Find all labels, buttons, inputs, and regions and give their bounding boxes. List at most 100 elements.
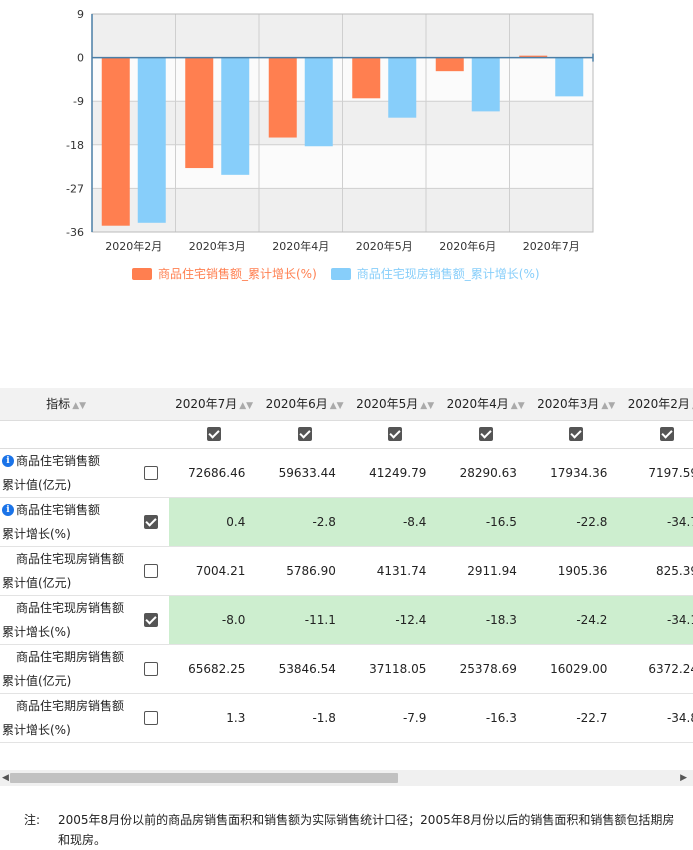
column-header-date[interactable]: 2020年5月 ▲▼ <box>349 388 441 421</box>
table-cell: -18.3 <box>440 595 531 644</box>
table-cell: -22.8 <box>530 497 622 546</box>
row-checkbox[interactable] <box>143 612 158 627</box>
bar-chart: 9 0 -9 -18 -27 -36 2020年2月 2020年3月 2020年4月 2020年5… <box>66 8 594 253</box>
table-cell: -8.4 <box>349 497 441 546</box>
table-cell: -24.2 <box>530 595 622 644</box>
column-select-cell <box>259 420 350 448</box>
column-header-date[interactable]: 2020年4月 ▲▼ <box>440 388 531 421</box>
column-select-cell <box>440 420 531 448</box>
sort-icon[interactable]: ▲▼ <box>510 401 525 412</box>
x-tick-label: 2020年6月 <box>439 239 496 253</box>
sort-icon[interactable]: ▲▼ <box>329 401 344 412</box>
row-label: 商品住宅销售额 <box>16 502 101 517</box>
y-tick-label: -36 <box>66 226 84 239</box>
table-cell: -34.7 <box>621 497 693 546</box>
column-header-label: 2020年6月 <box>265 397 328 412</box>
table-cell: 7004.21 <box>195 563 246 578</box>
column-header-date[interactable]: 2020年6月 ▲▼ <box>259 388 350 421</box>
column-header-label: 2020年2月 <box>627 397 690 412</box>
row-label: 商品住宅现房销售额 <box>16 551 125 566</box>
column-checkbox[interactable] <box>297 427 312 442</box>
column-checkbox[interactable] <box>569 427 584 442</box>
table-cell: 17934.36 <box>550 465 608 480</box>
column-header-label: 2020年7月 <box>175 397 238 412</box>
row-checkbox[interactable] <box>143 514 158 529</box>
bar-series-2 <box>221 57 250 175</box>
legend-item-series-2[interactable]: 商品住宅现房销售额_累计增长(%) <box>330 265 540 282</box>
info-icon[interactable]: i <box>2 504 14 516</box>
column-checkbox[interactable] <box>207 427 222 442</box>
table-cell: 28290.63 <box>459 465 517 480</box>
column-header-select <box>132 388 169 421</box>
table-header-row: 指标 ▲▼ 2020年7月 ▲▼ 2020年6月 ▲▼ 2020年5月 ▲▼ 2020年… <box>0 388 693 421</box>
table-cell: 2911.94 <box>467 563 517 578</box>
row-checkbox[interactable] <box>143 465 158 480</box>
column-header-label: 2020年4月 <box>446 397 509 412</box>
bar-series-1 <box>268 57 297 138</box>
sort-icon[interactable]: ▲▼ <box>239 401 254 412</box>
row-label-unit: 累计增长(%) <box>2 526 71 541</box>
table-cell: -1.8 <box>312 710 336 725</box>
y-tick-label: -18 <box>66 139 84 152</box>
x-tick-label: 2020年4月 <box>272 239 329 253</box>
data-table-container: 指标 ▲▼ 2020年7月 ▲▼ 2020年6月 ▲▼ 2020年5月 ▲▼ 2020年… <box>0 388 693 768</box>
table-row: 商品住宅期房销售额 累计增长(%) 1.3 -1.8 -7.9 -16.3 -22.7 -34… <box>0 693 693 742</box>
table-cell: -34.1 <box>621 595 693 644</box>
column-header-date[interactable]: 2020年2月▲▼ <box>621 388 693 421</box>
column-header-label: 2020年3月 <box>537 397 600 412</box>
bar-series-2 <box>304 57 333 147</box>
row-label-unit: 累计值(亿元) <box>2 673 72 688</box>
table-cell: -2.8 <box>259 497 350 546</box>
scroll-right-icon[interactable]: ▶ <box>680 773 687 783</box>
legend-swatch-series-2 <box>330 267 351 280</box>
legend-label-series-1: 商品住宅销售额_累计增长(%) <box>158 267 317 281</box>
table-cell: 53846.54 <box>278 661 336 676</box>
table-cell: 0.4 <box>168 497 260 546</box>
row-checkbox[interactable] <box>143 563 158 578</box>
sort-icon[interactable]: ▲▼ <box>601 401 616 412</box>
sort-icon[interactable]: ▲▼ <box>420 401 435 412</box>
legend-item-series-1[interactable]: 商品住宅销售额_累计增长(%) <box>132 265 317 282</box>
row-indicator-cell: 商品住宅现房销售额 累计值(亿元) <box>0 546 132 595</box>
row-indicator-line1: 商品住宅期房销售额 <box>2 694 132 718</box>
table-row: i 商品住宅销售额 累计值(亿元) 72686.46 59633.44 41249.79 2… <box>0 448 693 497</box>
row-indicator-line1: 商品住宅现房销售额 <box>2 596 132 620</box>
column-checkbox[interactable] <box>388 427 403 442</box>
x-tick-label: 2020年5月 <box>356 239 413 253</box>
column-select-row <box>0 420 693 448</box>
table-cell: 6372.24 <box>648 661 693 676</box>
column-select-spacer <box>132 420 169 448</box>
row-label-unit: 累计值(亿元) <box>2 477 72 492</box>
column-header-indicator[interactable]: 指标 ▲▼ <box>0 388 133 421</box>
sort-icon[interactable]: ▲▼ <box>692 401 693 411</box>
table-cell: -8.0 <box>168 595 260 644</box>
chart-legend: 商品住宅销售额_累计增长(%) 商品住宅现房销售额_累计增长(%) <box>132 265 540 282</box>
horizontal-scrollbar[interactable]: ◀ ▶ <box>0 770 693 786</box>
row-indicator-cell: 商品住宅现房销售额 累计增长(%) <box>0 595 132 644</box>
table-cell: 4131.74 <box>376 563 427 578</box>
column-checkbox[interactable] <box>659 427 674 442</box>
scrollbar-thumb[interactable] <box>10 773 398 783</box>
column-checkbox[interactable] <box>478 427 493 442</box>
sort-icon[interactable]: ▲▼ <box>72 401 87 412</box>
row-indicator-line1: 商品住宅期房销售额 <box>2 645 132 669</box>
table-row: i 商品住宅销售额 累计增长(%) 0.4 -2.8 -8.4 -16.5 -22.8 -34.… <box>0 497 693 546</box>
row-select-cell <box>132 546 169 595</box>
row-label-unit: 累计增长(%) <box>2 722 71 737</box>
row-indicator-line1: i 商品住宅销售额 <box>2 498 132 522</box>
table-row: 商品住宅现房销售额 累计增长(%) -8.0 -11.1 -12.4 -18.3 -24.2… <box>0 595 693 644</box>
row-checkbox[interactable] <box>143 661 158 676</box>
scroll-left-icon[interactable]: ◀ <box>2 773 9 783</box>
table-cell: 65682.25 <box>188 661 246 676</box>
column-select-cell <box>169 420 260 448</box>
column-select-cell <box>531 420 622 448</box>
row-indicator-cell: 商品住宅期房销售额累计增长(%) <box>0 693 132 742</box>
row-indicator-line1: i 商品住宅销售额 <box>2 449 132 473</box>
row-indicator-cell: i 商品住宅销售额累计值(亿元) <box>0 448 132 497</box>
table-cell: 7197.59 <box>648 465 693 480</box>
row-checkbox[interactable] <box>143 710 158 725</box>
column-header-date[interactable]: 2020年7月 ▲▼ <box>168 388 260 421</box>
row-indicator-line1: 商品住宅现房销售额 <box>2 547 132 571</box>
column-header-date[interactable]: 2020年3月 ▲▼ <box>530 388 622 421</box>
info-icon[interactable]: i <box>2 455 14 467</box>
